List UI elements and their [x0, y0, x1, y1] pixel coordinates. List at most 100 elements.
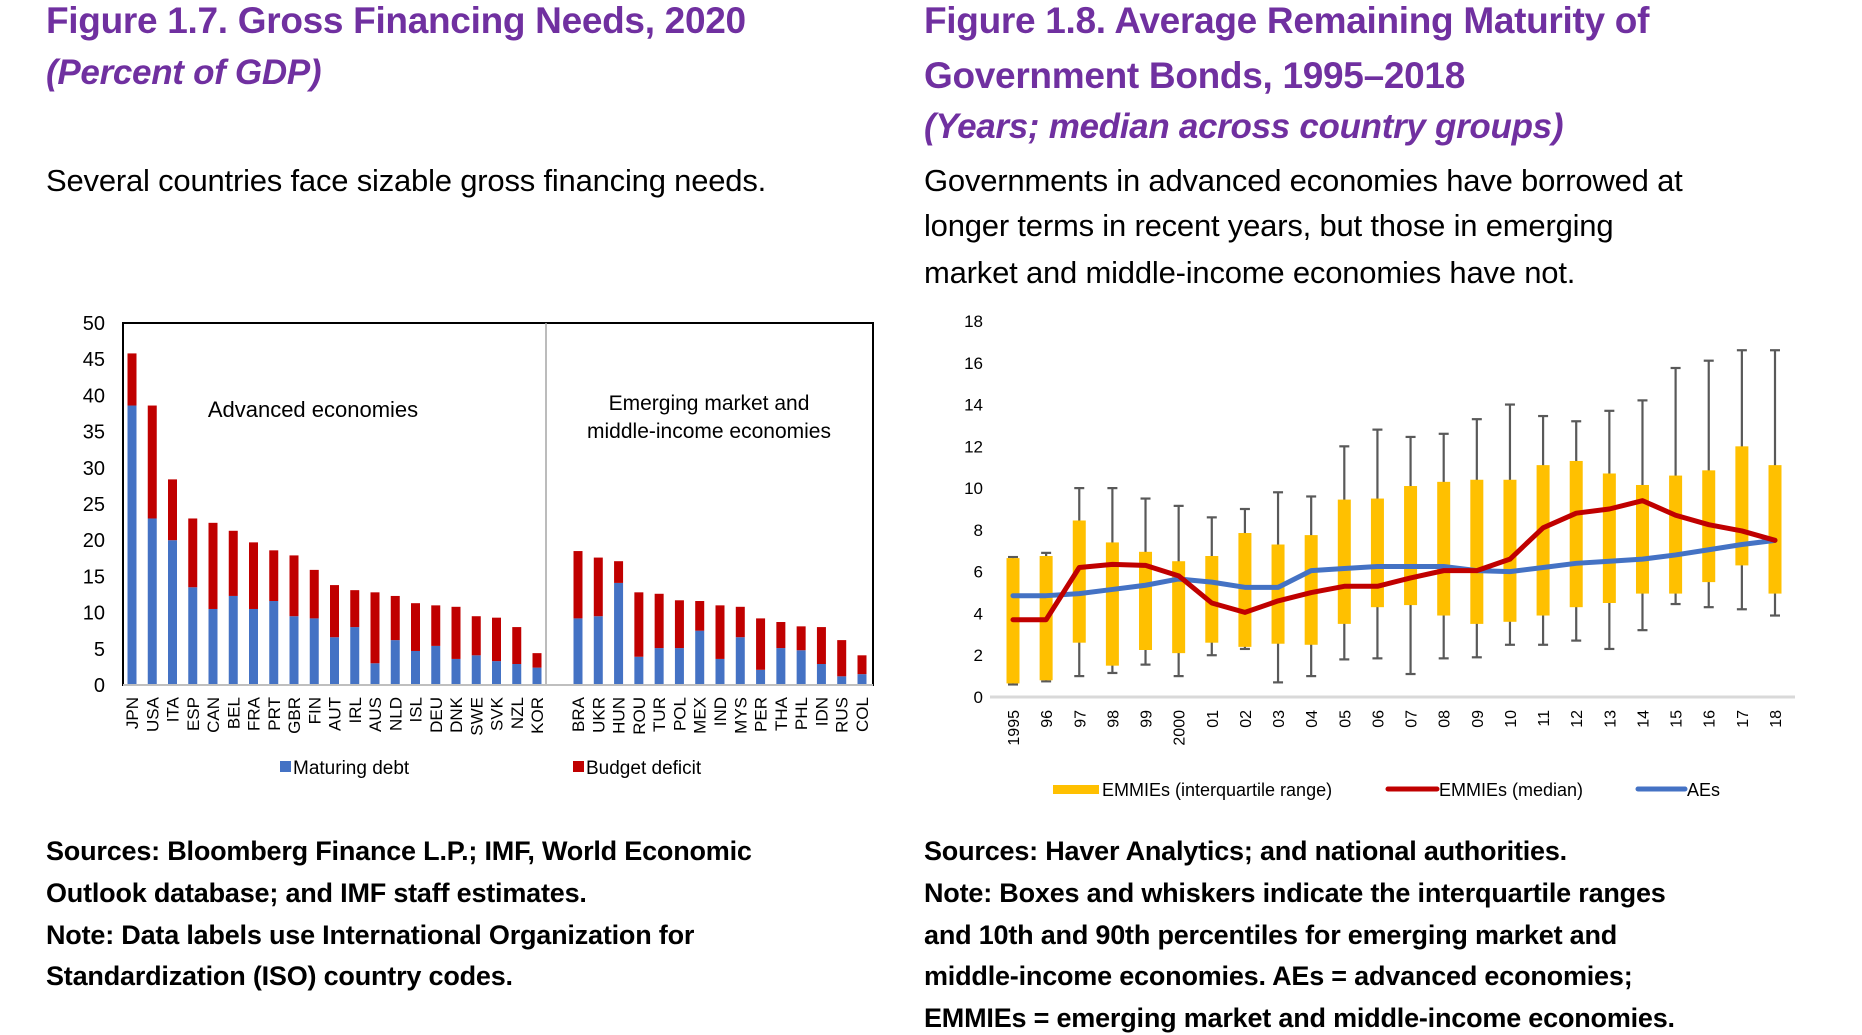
bar-budget-deficit-can: [208, 522, 218, 609]
group-label-advanced: Advanced economies: [208, 397, 418, 422]
left-y-tick-label: 15: [83, 566, 105, 588]
left-x-tick-label: PRT: [265, 697, 284, 731]
left-x-tick-label: CAN: [204, 697, 223, 733]
left-figure-subtitle: (Percent of GDP): [46, 53, 322, 92]
legend-label-iqr: EMMIEs (interquartile range): [1102, 780, 1332, 800]
bar-maturing-debt-col: [857, 674, 867, 685]
left-x-tick-label: RUS: [833, 697, 852, 733]
right-y-tick-label: 16: [964, 354, 983, 373]
bar-maturing-debt-tur: [654, 648, 664, 685]
iqr-box-99: [1139, 551, 1153, 650]
legend-label-maturing-debt: Maturing debt: [293, 758, 410, 779]
iqr-box-01: [1205, 556, 1219, 643]
left-x-tick-label: ROU: [630, 697, 649, 735]
left-x-tick-label: SVK: [488, 696, 507, 731]
bar-maturing-debt-bra: [573, 618, 583, 685]
bar-budget-deficit-irl: [350, 590, 360, 628]
left-figure-description: Several countries face sizable gross fin…: [46, 163, 767, 198]
bar-budget-deficit-aut: [330, 585, 339, 638]
left-y-tick-label: 45: [83, 349, 105, 371]
bar-budget-deficit-svk: [492, 617, 501, 662]
right-y-tick-label: 12: [964, 437, 983, 456]
bar-maturing-debt-isl: [411, 650, 420, 685]
bar-budget-deficit-rou: [634, 592, 644, 657]
right-x-tick-label: 98: [1105, 710, 1122, 728]
iqr-box-17: [1735, 446, 1749, 566]
left-y-tick-label: 50: [83, 313, 105, 335]
right-note-line-3: middle-income economies. AEs = advanced …: [924, 961, 1633, 991]
left-x-tick-label: AUT: [326, 697, 345, 731]
bar-maturing-debt-usa: [147, 518, 157, 685]
bar-maturing-debt-aut: [330, 637, 339, 685]
bar-maturing-debt-pol: [674, 648, 684, 685]
right-x-tick-label: 2000: [1172, 710, 1189, 746]
right-figure-subtitle: (Years; median across country groups): [924, 107, 1564, 146]
left-x-tick-label: GBR: [285, 697, 304, 734]
left-x-tick-label: DEU: [427, 697, 446, 733]
bar-budget-deficit-aus: [370, 592, 380, 664]
left-y-tick-label: 25: [83, 494, 105, 516]
bar-budget-deficit-ita: [168, 479, 177, 541]
bar-maturing-debt-per: [756, 669, 766, 685]
bar-maturing-debt-ind: [715, 658, 725, 685]
iqr-box-2000: [1172, 561, 1186, 654]
bar-maturing-debt-deu: [431, 645, 441, 685]
left-x-tick-label: POL: [670, 697, 689, 731]
iqr-box-98: [1105, 542, 1119, 666]
bar-budget-deficit-tha: [776, 622, 786, 649]
iqr-box-08: [1437, 481, 1451, 616]
bar-maturing-debt-esp: [188, 587, 198, 685]
bar-budget-deficit-dnk: [451, 606, 461, 659]
bar-maturing-debt-dnk: [451, 658, 461, 685]
bar-budget-deficit-tur: [654, 593, 664, 649]
left-y-tick-label: 10: [83, 603, 105, 625]
left-x-tick-label: IND: [711, 697, 730, 726]
bar-maturing-debt-gbr: [289, 616, 299, 685]
bar-maturing-debt-irl: [350, 627, 360, 685]
bar-maturing-debt-ita: [168, 540, 177, 685]
right-x-tick-label: 09: [1470, 710, 1487, 728]
right-x-tick-label: 97: [1072, 710, 1089, 728]
bar-budget-deficit-esp: [188, 518, 198, 588]
right-note-line-4: EMMIEs = emerging market and middle-inco…: [924, 1003, 1675, 1033]
left-x-tick-label: MEX: [691, 697, 710, 734]
bar-budget-deficit-swe: [471, 616, 481, 656]
iqr-box-15: [1669, 475, 1683, 594]
right-x-tick-label: 06: [1370, 710, 1387, 728]
bar-maturing-debt-nzl: [512, 664, 522, 685]
bar-maturing-debt-can: [208, 608, 218, 685]
iqr-box-97: [1072, 520, 1086, 643]
right-x-tick-label: 1995: [1006, 710, 1023, 746]
left-y-tick-label: 35: [83, 422, 105, 444]
left-x-tick-label: COL: [853, 697, 872, 732]
left-x-tick-label: FRA: [245, 696, 264, 731]
bar-maturing-debt-bel: [228, 595, 238, 685]
right-note-line-1: Note: Boxes and whiskers indicate the in…: [924, 878, 1666, 908]
bar-budget-deficit-fin: [309, 569, 319, 619]
bar-maturing-debt-svk: [492, 661, 501, 685]
bar-maturing-debt-mex: [695, 630, 705, 685]
left-x-tick-label: FIN: [305, 697, 324, 724]
group-label-emerging-line-1: Emerging market and: [609, 392, 810, 415]
iqr-box-06: [1370, 498, 1384, 608]
bar-maturing-debt-kor: [532, 667, 542, 685]
right-x-tick-label: 03: [1271, 710, 1288, 728]
left-x-tick-label: MYS: [731, 697, 750, 734]
bar-budget-deficit-nzl: [512, 627, 522, 665]
left-y-tick-label: 20: [83, 530, 105, 552]
right-figure-description-line-1: Governments in advanced economies have b…: [924, 163, 1683, 198]
legend-swatch-iqr: [1053, 785, 1099, 794]
bar-budget-deficit-mex: [695, 601, 705, 631]
left-x-tick-label: JPN: [123, 697, 142, 729]
left-x-tick-label: AUS: [366, 697, 385, 732]
left-sources-line-1: Sources: Bloomberg Finance L.P.; IMF, Wo…: [46, 836, 752, 866]
left-x-tick-label: SWE: [467, 697, 486, 736]
right-x-tick-label: 08: [1437, 710, 1454, 728]
iqr-box-02: [1238, 533, 1252, 647]
right-figure-description-line-2: longer terms in recent years, but those …: [924, 208, 1614, 243]
bar-maturing-debt-fin: [309, 618, 319, 685]
bar-budget-deficit-pol: [674, 600, 684, 649]
right-y-tick-label: 14: [964, 396, 983, 415]
left-x-tick-label: ITA: [164, 696, 183, 722]
right-x-tick-label: 11: [1536, 710, 1553, 727]
